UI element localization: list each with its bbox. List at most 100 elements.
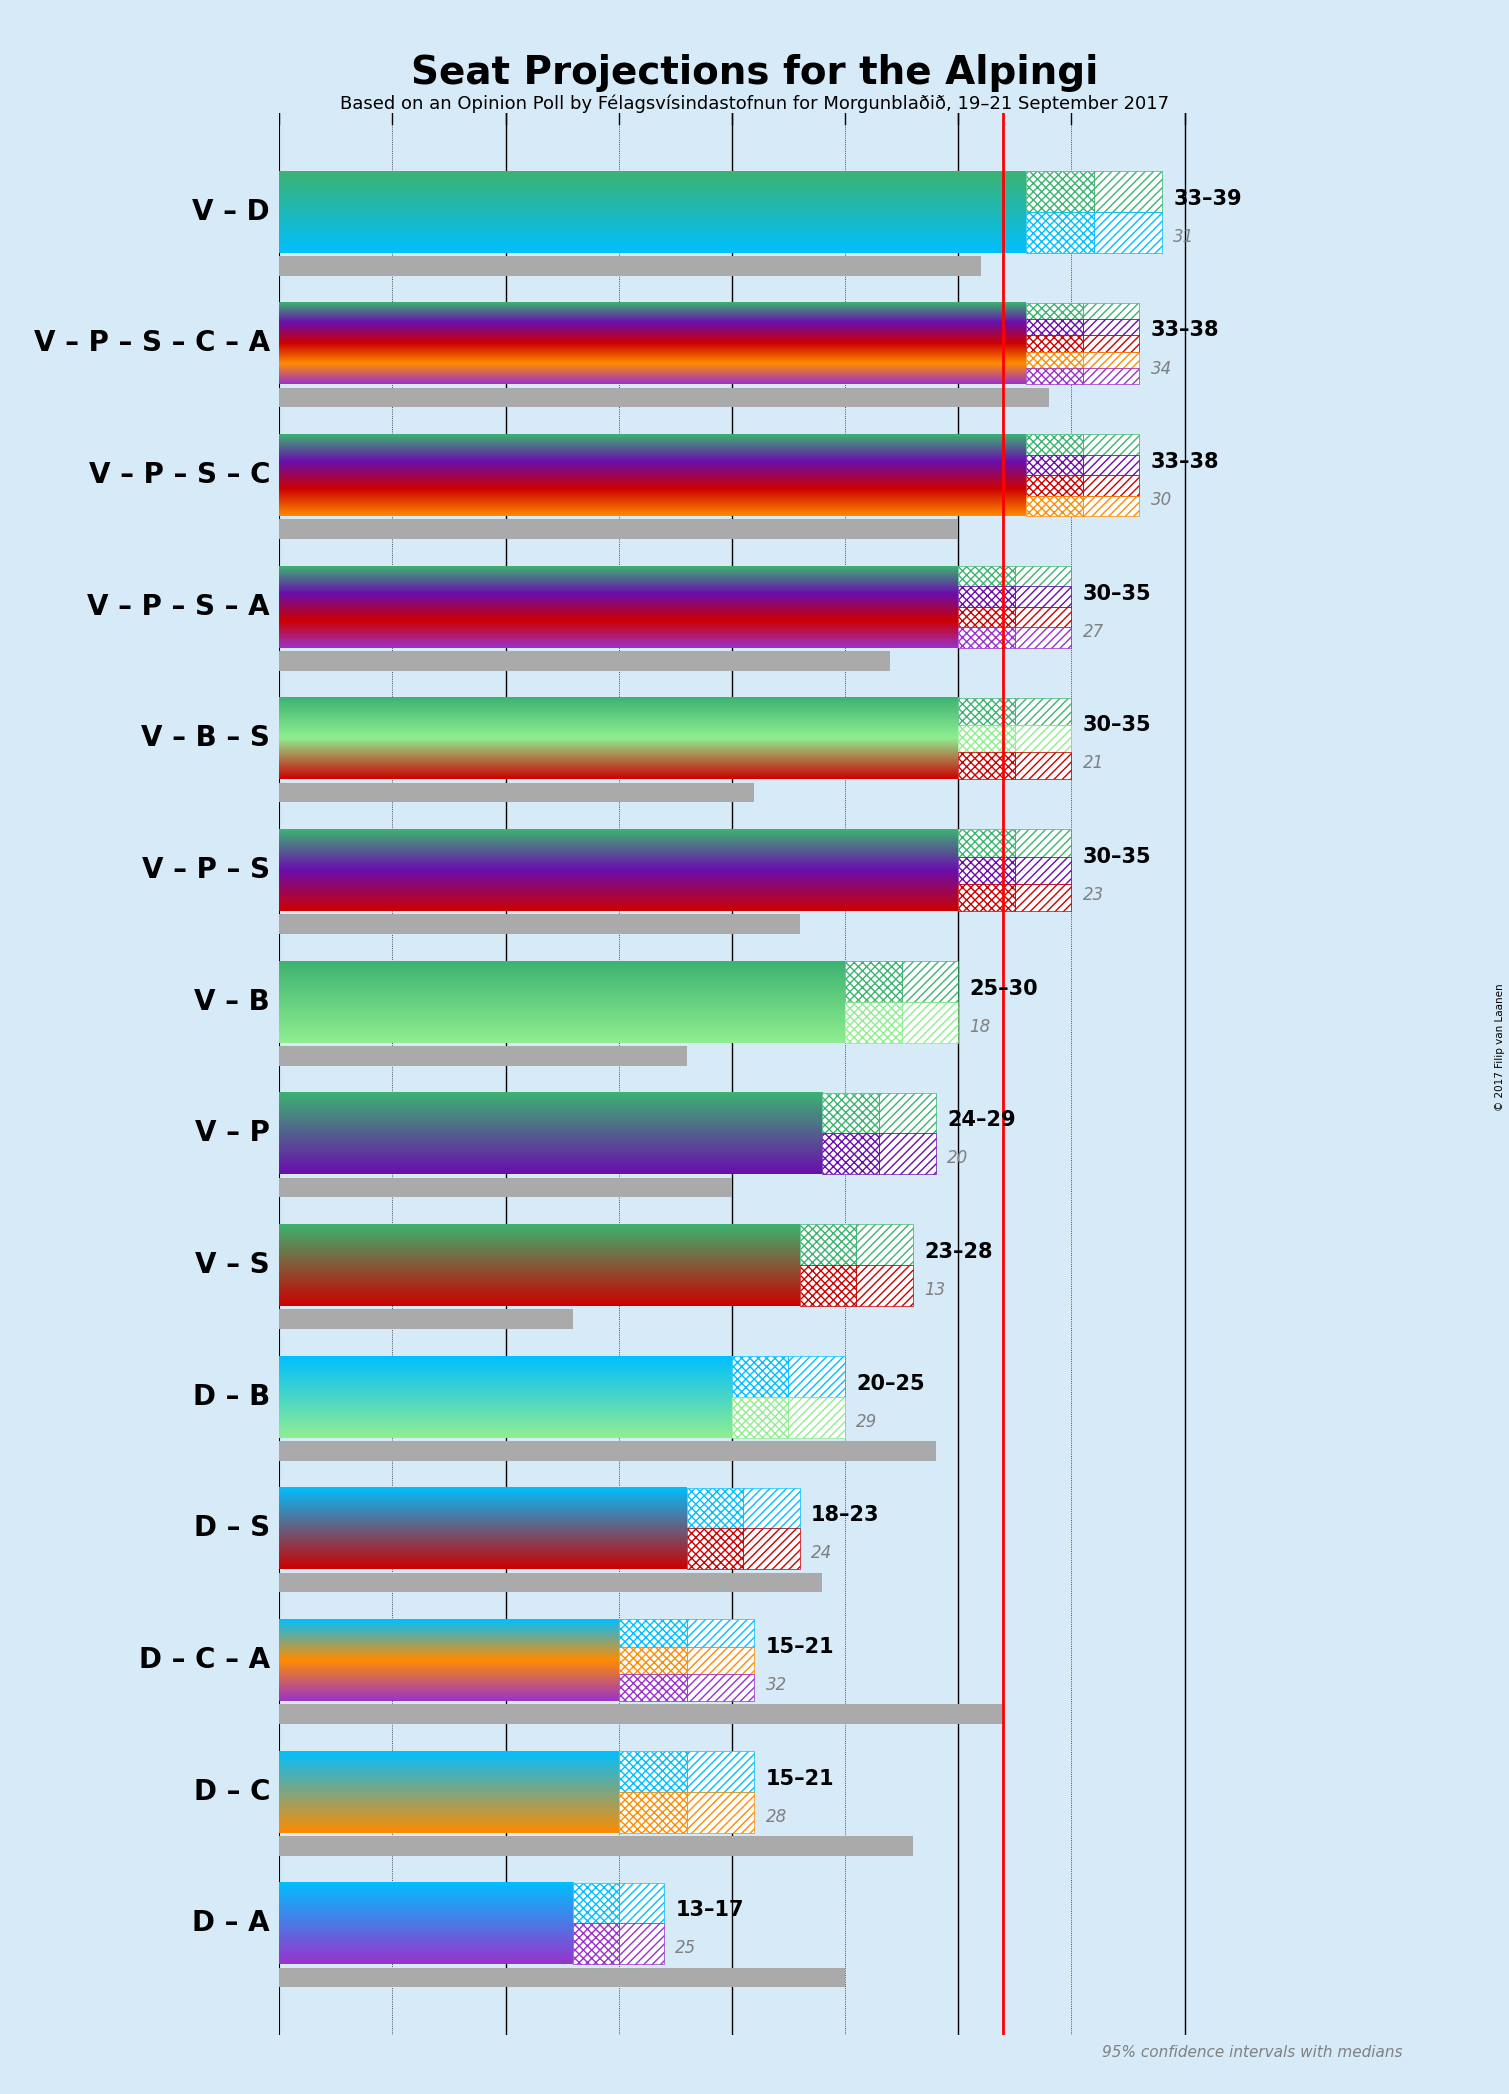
Bar <box>1026 352 1083 369</box>
Bar <box>1094 172 1162 211</box>
Bar <box>687 1751 754 1792</box>
Bar <box>687 1619 754 1646</box>
Bar <box>1026 304 1083 318</box>
Text: 33–38: 33–38 <box>1150 320 1219 341</box>
Bar <box>958 884 1014 911</box>
Text: D – B: D – B <box>193 1382 270 1411</box>
Text: 25–30: 25–30 <box>969 978 1038 999</box>
Bar <box>742 1487 800 1529</box>
Bar <box>958 697 1014 725</box>
Bar <box>958 884 1014 911</box>
Bar <box>279 1309 573 1330</box>
Text: 13–17: 13–17 <box>675 1899 744 1920</box>
Bar <box>1026 433 1083 454</box>
Bar <box>619 1792 687 1832</box>
Bar <box>958 752 1014 779</box>
Bar <box>1082 433 1139 454</box>
Bar <box>619 1924 664 1964</box>
Bar <box>800 1225 857 1265</box>
Text: D – C – A: D – C – A <box>139 1646 270 1673</box>
Bar <box>1082 304 1139 318</box>
Bar <box>619 1792 687 1832</box>
Bar <box>619 1673 687 1700</box>
Bar <box>573 1883 619 1924</box>
Text: V – P – S – A: V – P – S – A <box>88 593 270 620</box>
Bar <box>958 752 1014 779</box>
Bar <box>1082 304 1139 318</box>
Bar <box>1082 335 1139 352</box>
Text: D – C: D – C <box>193 1778 270 1805</box>
Bar <box>1026 318 1083 335</box>
Text: © 2017 Filip van Laanen: © 2017 Filip van Laanen <box>1495 984 1504 1110</box>
Bar <box>788 1397 845 1439</box>
Text: 33–39: 33–39 <box>1172 188 1242 209</box>
Bar <box>687 1619 754 1646</box>
Bar <box>901 1001 958 1043</box>
Bar <box>822 1133 878 1175</box>
Bar <box>1082 454 1139 475</box>
Text: 20: 20 <box>946 1150 969 1168</box>
Bar <box>1014 829 1071 856</box>
Bar <box>856 1225 913 1265</box>
Bar <box>573 1924 619 1964</box>
Bar <box>619 1673 687 1700</box>
Bar <box>1026 172 1094 211</box>
Bar <box>845 961 901 1001</box>
Bar <box>958 628 1014 647</box>
Bar <box>1026 496 1083 515</box>
Bar <box>279 1836 913 1855</box>
Bar <box>1082 352 1139 369</box>
Bar <box>1026 475 1083 496</box>
Text: 15–21: 15–21 <box>765 1769 834 1788</box>
Text: 27: 27 <box>1082 622 1105 641</box>
Bar <box>619 1619 687 1646</box>
Bar <box>619 1883 664 1924</box>
Bar <box>1094 211 1162 253</box>
Bar <box>1014 725 1071 752</box>
Bar <box>1082 475 1139 496</box>
Bar <box>732 1397 788 1439</box>
Text: 31: 31 <box>1172 228 1195 245</box>
Bar <box>822 1093 878 1133</box>
Bar <box>1026 352 1083 369</box>
Text: V – P – S: V – P – S <box>142 856 270 884</box>
Bar <box>878 1133 936 1175</box>
Bar <box>1026 335 1083 352</box>
Bar <box>279 1441 936 1462</box>
Text: 30–35: 30–35 <box>1082 846 1151 867</box>
Text: 24–29: 24–29 <box>946 1110 1016 1131</box>
Text: V – B: V – B <box>195 988 270 1016</box>
Text: 15–21: 15–21 <box>765 1638 834 1656</box>
Text: 29: 29 <box>856 1413 878 1430</box>
Bar <box>619 1751 687 1792</box>
Bar <box>800 1225 857 1265</box>
Bar <box>279 915 800 934</box>
Bar <box>958 725 1014 752</box>
Bar <box>619 1751 687 1792</box>
Bar <box>687 1487 742 1529</box>
Bar <box>901 961 958 1001</box>
Text: V – D: V – D <box>193 197 270 226</box>
Bar <box>958 607 1014 628</box>
Bar <box>279 783 754 802</box>
Bar <box>845 1001 901 1043</box>
Text: 20–25: 20–25 <box>856 1374 925 1395</box>
Bar <box>1026 211 1094 253</box>
Bar <box>279 255 981 276</box>
Bar <box>901 1001 958 1043</box>
Bar <box>687 1646 754 1673</box>
Bar <box>958 628 1014 647</box>
Bar <box>958 565 1014 586</box>
Text: V – P: V – P <box>195 1120 270 1148</box>
Bar <box>1026 318 1083 335</box>
Bar <box>1014 628 1071 647</box>
Text: 13: 13 <box>924 1282 946 1298</box>
Bar <box>1026 454 1083 475</box>
Bar <box>1026 475 1083 496</box>
Text: 33–38: 33–38 <box>1150 452 1219 471</box>
Bar <box>788 1397 845 1439</box>
Text: 30–35: 30–35 <box>1082 716 1151 735</box>
Bar <box>1014 884 1071 911</box>
Bar <box>788 1357 845 1397</box>
Text: 25: 25 <box>675 1939 697 1958</box>
